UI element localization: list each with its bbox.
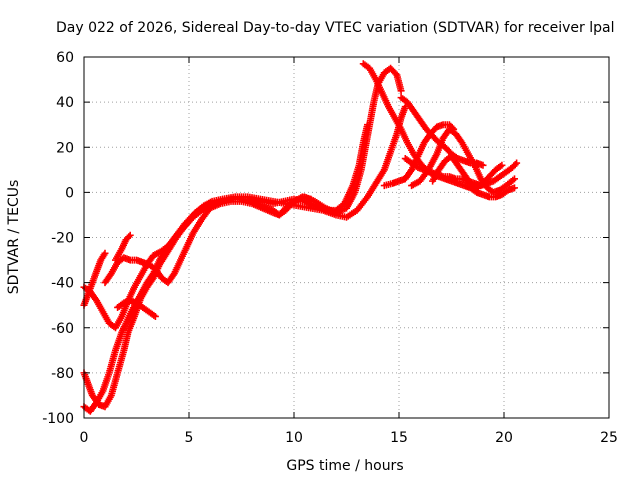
data-point xyxy=(511,175,518,183)
data-point xyxy=(513,159,521,167)
y-tick-label: -60 xyxy=(51,321,74,337)
y-tick-label: 0 xyxy=(65,185,74,201)
y-tick-label: 60 xyxy=(56,50,74,66)
data-point xyxy=(126,231,134,239)
x-tick-label: 10 xyxy=(285,430,303,446)
data-point xyxy=(511,161,519,169)
data-point xyxy=(101,249,109,257)
data-point xyxy=(511,184,518,192)
data-point xyxy=(479,161,487,169)
grid-lines xyxy=(84,57,609,418)
data-series xyxy=(80,121,371,415)
data-point xyxy=(307,195,315,203)
y-tick-label: -80 xyxy=(51,366,74,382)
x-tick-label: 5 xyxy=(185,430,194,446)
data-series xyxy=(112,231,134,264)
data-series xyxy=(101,193,315,287)
data-point xyxy=(498,161,506,169)
data-points xyxy=(80,60,521,415)
data-series xyxy=(429,152,506,192)
data-point xyxy=(151,312,159,320)
x-tick-label: 20 xyxy=(495,430,513,446)
y-tick-label: -100 xyxy=(42,411,74,427)
data-series xyxy=(80,103,409,332)
axis-ticks: 0 5 10 15 20 25 -100 -80 -60 -40 -20 0 20 40 60 xyxy=(42,50,618,446)
data-series xyxy=(114,297,159,320)
y-tick-label: -40 xyxy=(51,276,74,292)
y-axis-title: SDTVAR / TECUs xyxy=(6,180,22,295)
y-tick-label: -20 xyxy=(51,231,74,247)
x-axis-title: GPS time / hours xyxy=(286,458,403,474)
data-point xyxy=(125,233,133,241)
x-tick-label: 15 xyxy=(390,430,408,446)
y-tick-label: 40 xyxy=(56,95,74,111)
chart-title: Day 022 of 2026, Sidereal Day-to-day VTE… xyxy=(56,20,614,36)
data-point xyxy=(450,125,458,133)
x-tick-label: 25 xyxy=(600,430,618,446)
y-tick-label: 20 xyxy=(56,140,74,156)
x-tick-label: 0 xyxy=(80,430,89,446)
data-point xyxy=(397,87,405,95)
data-series xyxy=(380,121,458,190)
plot-frame xyxy=(83,56,610,419)
data-point xyxy=(448,124,456,132)
